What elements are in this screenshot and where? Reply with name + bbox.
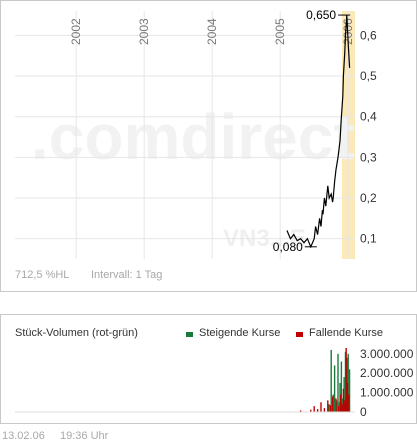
volume-chart-panel: Stück-Volumen (rot-grün) Steigende Kurse… [0, 314, 417, 424]
y-tick-label: 0,2 [360, 191, 377, 205]
volume-bar-falling [299, 410, 302, 412]
price-chart-panel: .comdirect VN3...E 0,1 0,2 0,3 0,4 0,5 0,6 200… [0, 0, 417, 292]
volume-bar-falling [320, 402, 322, 412]
volume-bar-falling [344, 400, 346, 412]
volume-title: Stück-Volumen (rot-grün) [15, 327, 138, 339]
price-line-group [286, 15, 351, 249]
volume-y-tick-label: 2.000.000 [360, 366, 414, 380]
volume-bar-rising [333, 365, 336, 412]
volume-axis-ticks: 3.000.000 2.000.000 1.000.000 0 [360, 347, 414, 419]
low-value-label: 0,080 [273, 240, 303, 254]
legend-swatch-rising [186, 332, 193, 337]
volume-bar-rising [330, 349, 332, 412]
y-tick-label: 0,1 [360, 232, 377, 246]
legend-label-falling: Fallende Kurse [309, 327, 383, 339]
x-tick-label: 2002 [69, 18, 83, 45]
price-chart: .comdirect VN3...E 0,10,20,30,40,50,6200… [15, 8, 377, 259]
price-grid [15, 11, 355, 259]
timestamp-time: 19:36 Uhr [60, 430, 109, 442]
watermark-brand: .comdirect [31, 101, 355, 173]
volume-bar-falling [313, 406, 315, 412]
price-line [286, 15, 351, 249]
volume-bar-falling [342, 388, 345, 412]
volume-bar-falling [331, 396, 334, 412]
volume-bar-falling [329, 405, 332, 412]
legend-swatch-falling [296, 332, 303, 337]
legend-label-rising: Steigende Kurse [199, 327, 281, 339]
y-tick-label: 0,3 [360, 150, 377, 164]
y-tick-label: 0,4 [360, 110, 377, 124]
volume-bars [15, 348, 355, 413]
high-value-label: 0,650 [306, 8, 336, 22]
volume-bar-falling [323, 408, 326, 412]
volume-bar-falling [310, 409, 312, 412]
x-tick-label: 2005 [273, 18, 287, 45]
y-tick-label: 0,6 [360, 28, 377, 42]
y-tick-label: 0,5 [360, 69, 377, 83]
volume-y-tick-label: 3.000.000 [360, 347, 414, 361]
volume-bar-rising [340, 361, 343, 412]
volume-bar-rising [348, 369, 351, 412]
x-tick-label: 2004 [205, 18, 219, 45]
volume-bar-falling [335, 398, 337, 412]
volume-bar-falling [316, 409, 319, 412]
leverage-label: 712,5 %HL [15, 269, 70, 281]
volume-bar-rising [328, 404, 330, 412]
volume-bar-falling [348, 394, 350, 412]
volume-bar-rising [337, 353, 339, 412]
volume-bar-falling [345, 348, 347, 412]
x-tick-label: 2003 [137, 18, 151, 45]
volume-chart: 3.000.000 2.000.000 1.000.000 0 [15, 347, 414, 419]
volume-bar-falling [341, 404, 343, 412]
volume-y-tick-label: 1.000.000 [360, 386, 414, 400]
volume-bar-falling [337, 406, 340, 412]
volume-bar-falling [327, 400, 329, 412]
timestamp-date: 13.02.06 [2, 430, 45, 442]
interval-label: Intervall: 1 Tag [91, 269, 163, 281]
volume-bar-falling [340, 394, 342, 412]
price-annotations: 0,650 0,080 [273, 8, 351, 254]
volume-bar-falling [346, 382, 349, 412]
volume-y-tick-label: 0 [360, 405, 367, 419]
